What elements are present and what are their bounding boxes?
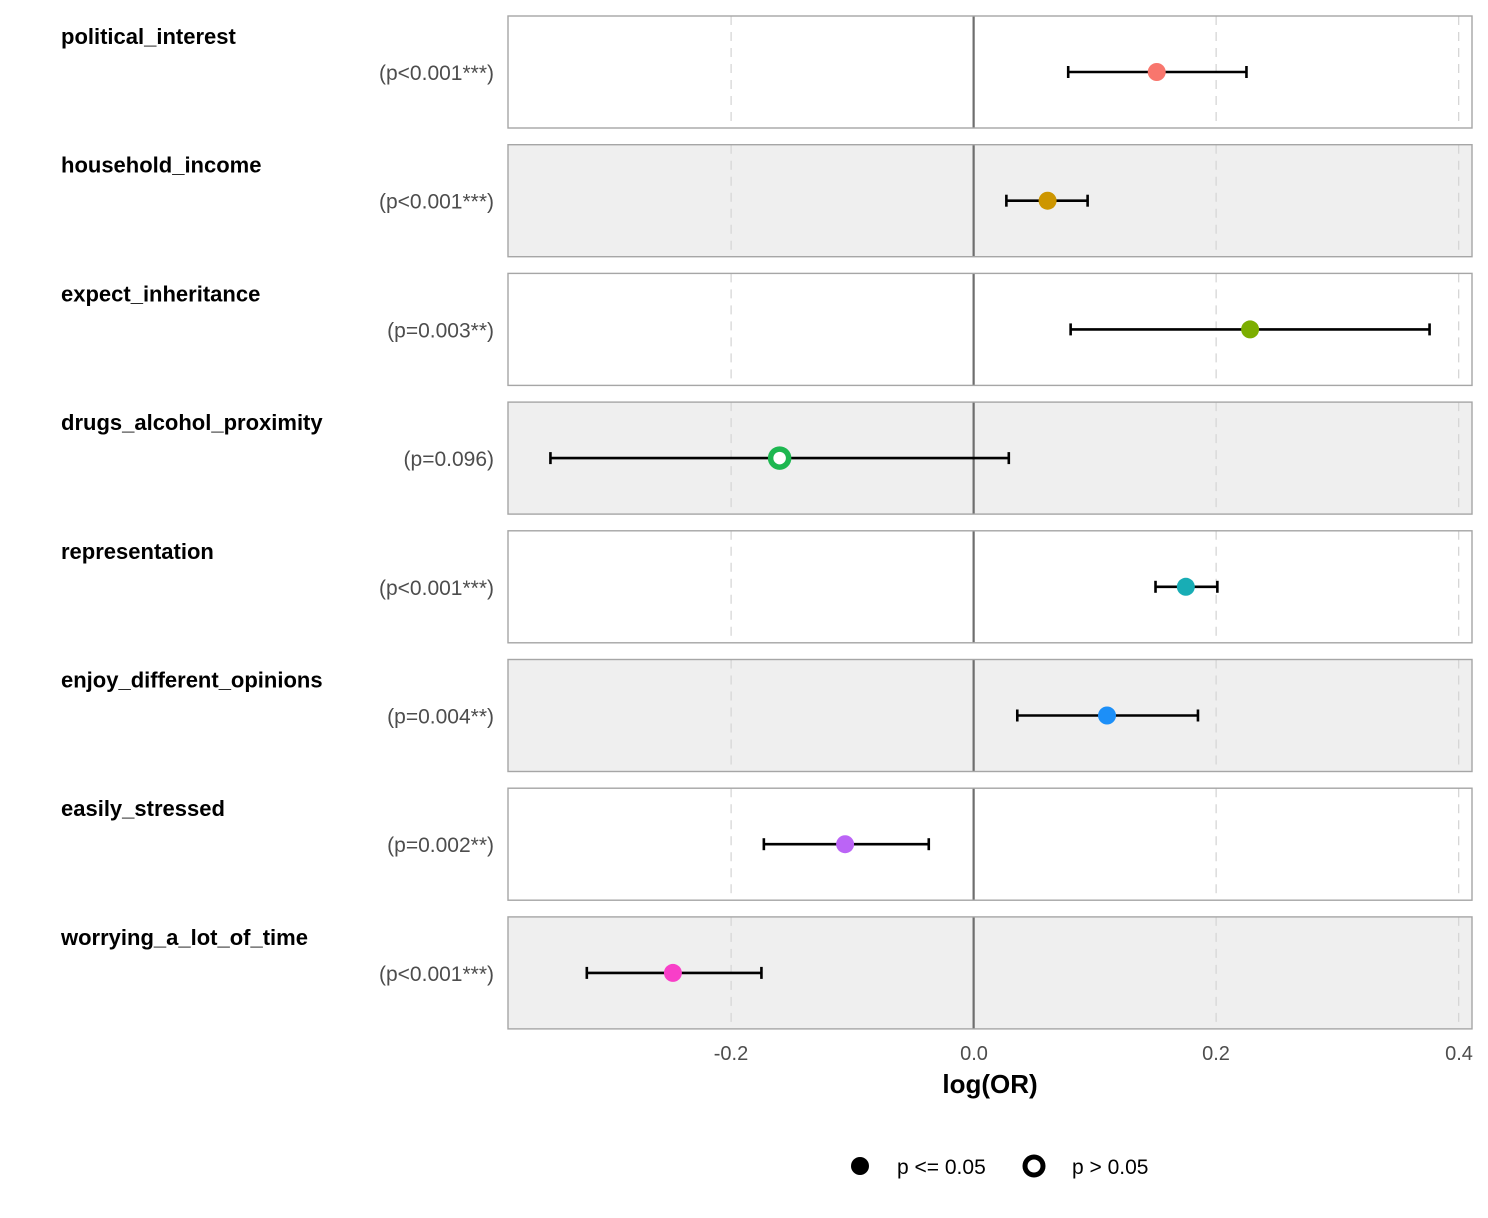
legend-filled-circle-icon [851, 1157, 869, 1175]
variable-label: enjoy_different_opinions [61, 668, 323, 693]
panel-border [507, 658, 1473, 773]
p-value-label: (p<0.001***) [379, 963, 494, 986]
variable-label: household_income [61, 153, 261, 178]
legend: p <= 0.05 p > 0.05 [851, 1154, 1148, 1179]
panel-border [507, 15, 1473, 129]
panel-border [507, 530, 1473, 644]
panel-background [508, 16, 1472, 128]
panel-background [508, 144, 1472, 257]
variable-label: easily_stressed [61, 796, 225, 821]
tick-label: 0.0 [960, 1043, 988, 1065]
estimate-point [1038, 191, 1057, 210]
variable-label: expect_inheritance [61, 281, 260, 306]
p-value-label: (p<0.001***) [379, 577, 494, 600]
estimate-point [663, 963, 682, 982]
panel-border [507, 272, 1473, 387]
x-axis: -0.2 0.0 0.2 0.4 log(OR) [714, 1043, 1473, 1099]
p-value-label: (p=0.002**) [387, 834, 494, 857]
p-value-label: (p<0.001***) [379, 62, 494, 85]
x-axis-title: log(OR) [942, 1069, 1037, 1099]
estimate-point [767, 446, 792, 470]
estimate-point [1147, 63, 1166, 81]
panel-border [507, 787, 1473, 901]
p-value-label: (p<0.001***) [379, 191, 494, 214]
panel-border [507, 143, 1473, 258]
row-labels-layer: political_interest (p<0.001***) household_… [60, 24, 494, 986]
estimate-point [1241, 320, 1260, 339]
variable-label: drugs_alcohol_proximity [61, 410, 323, 435]
legend-label-nonsignificant: p > 0.05 [1072, 1156, 1148, 1179]
panel-border [507, 916, 1473, 1030]
panel-background [508, 788, 1472, 901]
tick-label: -0.2 [714, 1043, 748, 1065]
estimate-point [1098, 706, 1117, 725]
variable-label: worrying_a_lot_of_time [60, 925, 308, 950]
panel-border [507, 401, 1473, 515]
p-value-label: (p=0.004**) [387, 706, 494, 729]
panels-layer [507, 15, 1473, 1030]
variable-label: political_interest [61, 24, 237, 49]
panel-background [508, 659, 1472, 772]
p-value-label: (p=0.003**) [387, 319, 494, 342]
p-value-label: (p=0.096) [404, 448, 494, 471]
estimate-point [1176, 577, 1195, 596]
panel-background [508, 530, 1472, 643]
tick-label: 0.2 [1202, 1043, 1230, 1065]
estimate-point [836, 835, 855, 854]
variable-label: representation [61, 539, 214, 564]
legend-hollow-circle-icon [1022, 1154, 1046, 1178]
legend-label-significant: p <= 0.05 [897, 1156, 986, 1179]
tick-label: 0.4 [1445, 1043, 1473, 1065]
